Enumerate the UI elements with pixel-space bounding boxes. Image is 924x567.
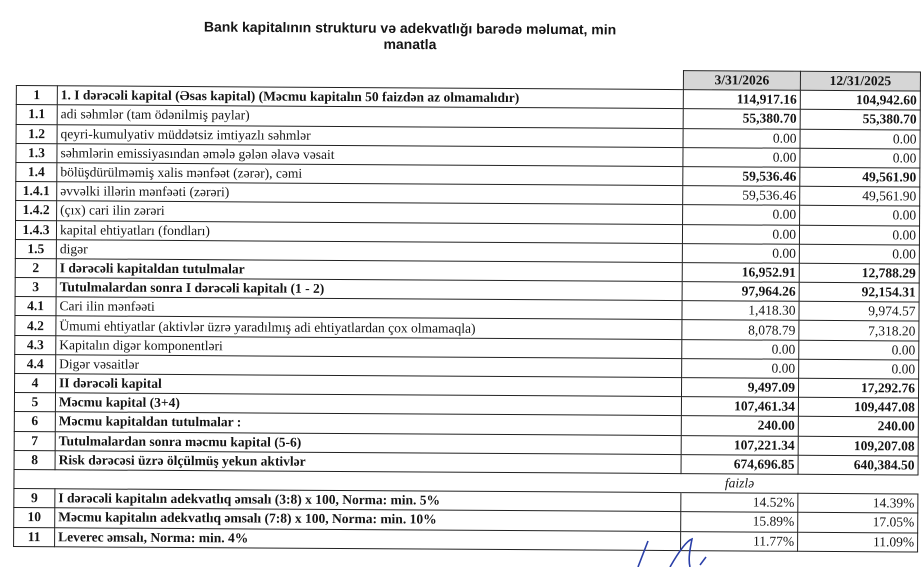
value-12-31-2025: 9,974.57 [798, 301, 920, 322]
value-3-31-2026: 59,536.46 [682, 185, 800, 206]
percent-unit-label: faizlə [724, 475, 755, 491]
document-title: Bank kapitalının strukturu və adekvatlığ… [203, 18, 617, 53]
value-12-31-2025: 0.00 [799, 243, 920, 264]
value-12-31-2025: 0.00 [798, 339, 919, 360]
value-12-31-2025: 640,384.50 [798, 455, 919, 475]
value-3-31-2026: 1,418.30 [681, 300, 800, 321]
row-number: 4.2 [14, 315, 56, 336]
row-number: 6 [14, 411, 56, 432]
value-12-31-2025: 92,154.31 [799, 282, 920, 303]
value-3-31-2026: 8,078.79 [681, 320, 799, 340]
value-12-31-2025: 55,380.70 [800, 109, 921, 130]
value-3-31-2026: 0.00 [682, 224, 800, 244]
row-number: 1 [16, 85, 58, 106]
row-number: 1.4.2 [15, 200, 57, 221]
value-12-31-2025: 49,561.90 [799, 186, 920, 207]
row-number: 4.4 [14, 354, 56, 374]
value-3-31-2026: 0.00 [683, 128, 801, 149]
row-number: 4.1 [14, 296, 57, 317]
row-number: 1.5 [15, 239, 57, 259]
value-12-31-2025: 17,292.76 [798, 378, 919, 399]
row-number: 1.4.1 [15, 181, 57, 202]
value-3-31-2026: 15.89% [680, 511, 798, 532]
value-12-31-2025: 0.00 [799, 224, 920, 245]
value-3-31-2026: 0.00 [682, 147, 801, 168]
value-12-31-2025: 0.00 [800, 128, 921, 149]
row-number: 1.3 [15, 143, 58, 163]
value-3-31-2026: 59,536.46 [682, 166, 800, 187]
value-12-31-2025: 104,942.60 [800, 90, 921, 111]
row-number: 9 [13, 488, 55, 509]
value-3-31-2026: 240.00 [681, 415, 799, 436]
row-number: 4 [14, 373, 56, 393]
row-number: 10 [13, 507, 55, 528]
row-number: 2 [15, 258, 57, 278]
value-3-31-2026: 0.00 [682, 204, 800, 225]
value-3-31-2026: 0.00 [681, 339, 799, 360]
row-label: Leverec əmsalı, Norma: min. 4% [54, 527, 681, 551]
row-number: 5 [14, 392, 56, 413]
row-number: 3 [15, 277, 57, 297]
value-3-31-2026: 114,917.16 [683, 89, 801, 110]
capital-table: 3/31/2026 12/31/2025 1 1. I dərəcəli kapi… [13, 66, 921, 552]
row-number: 4.3 [14, 335, 56, 355]
header-spacer [16, 67, 57, 86]
row-number: 7 [14, 431, 56, 451]
value-12-31-2025: 0.00 [798, 359, 919, 380]
value-3-31-2026: 107,461.34 [681, 396, 799, 417]
value-3-31-2026: 14.52% [680, 492, 798, 513]
signature [637, 537, 707, 567]
row-number: 1.1 [16, 104, 58, 125]
value-12-31-2025: 109,447.08 [798, 397, 919, 418]
value-3-31-2026: 674,696.85 [681, 454, 799, 475]
column-header-3-31-2026: 3/31/2026 [683, 70, 801, 91]
unit-row-blank [798, 474, 918, 494]
value-12-31-2025: 12,788.29 [799, 263, 920, 284]
value-12-31-2025: 109,207.08 [798, 435, 919, 456]
value-12-31-2025: 240.00 [798, 416, 919, 437]
value-12-31-2025: 49,561.90 [799, 167, 920, 188]
value-12-31-2025: 0.00 [799, 148, 921, 168]
row-number: 1.2 [16, 124, 58, 144]
row-number: 1.4 [15, 162, 57, 182]
value-12-31-2025: 0.00 [799, 205, 920, 226]
value-12-31-2025: 7,318.20 [798, 320, 919, 341]
value-3-31-2026: 0.00 [682, 243, 800, 264]
value-3-31-2026: 16,952.91 [682, 262, 800, 283]
row-number: 1.4.3 [15, 220, 57, 240]
row-number: 11 [13, 526, 55, 547]
column-header-12-31-2025: 12/31/2025 [800, 71, 921, 92]
value-12-31-2025: 17.05% [797, 512, 918, 533]
value-12-31-2025: 11.09% [797, 531, 918, 552]
value-12-31-2025: 14.39% [797, 493, 918, 514]
value-3-31-2026: 55,380.70 [683, 108, 801, 129]
value-3-31-2026: 9,497.09 [681, 377, 799, 398]
value-3-31-2026: 0.00 [681, 358, 799, 379]
row-number: 8 [14, 450, 56, 470]
value-3-31-2026: 97,964.26 [682, 281, 800, 302]
value-3-31-2026: 107,221.34 [681, 435, 799, 456]
